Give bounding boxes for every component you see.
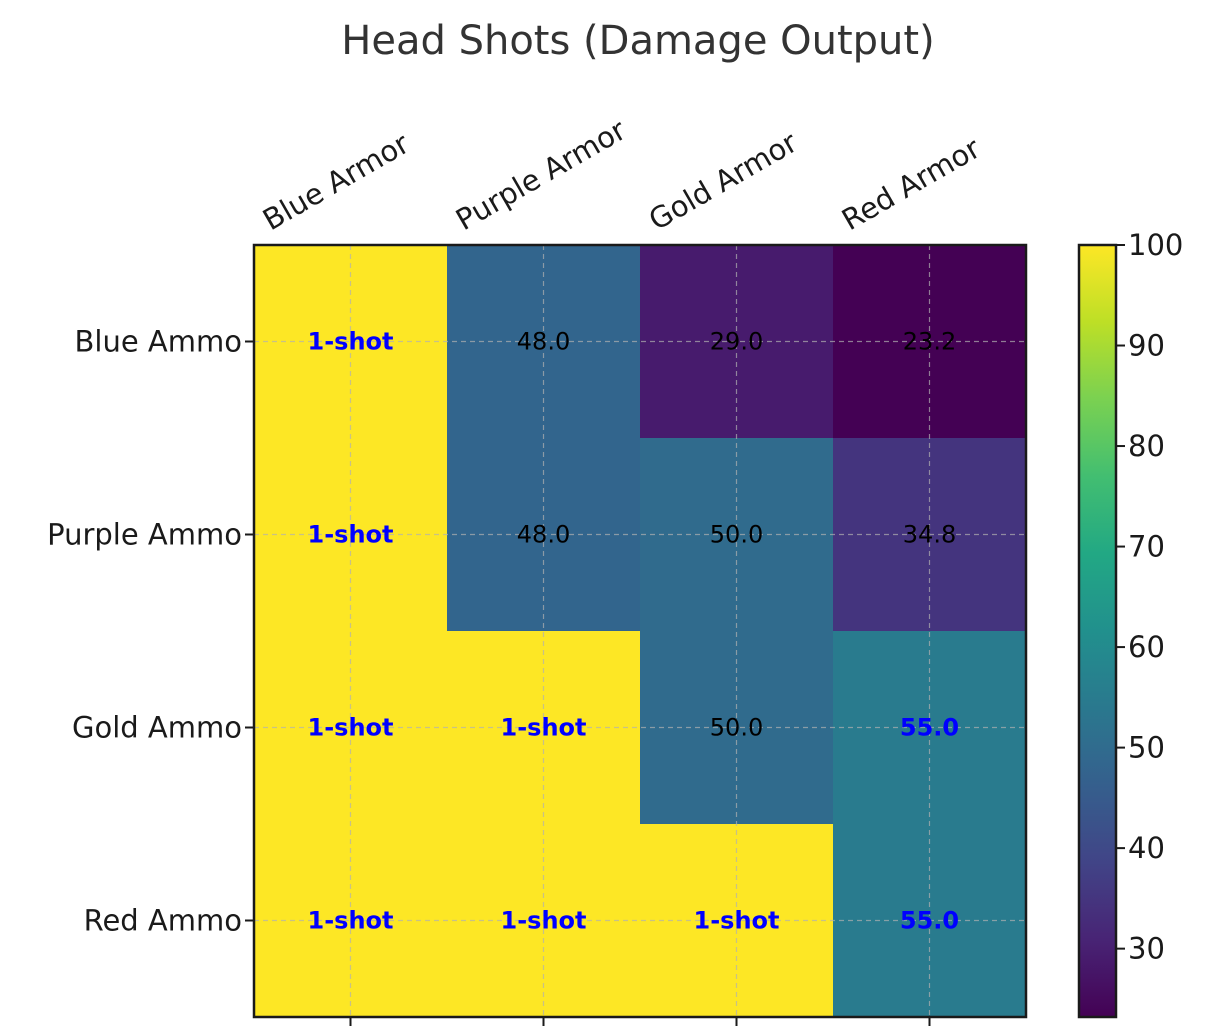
colorbar-tick-label: 30 — [1128, 932, 1165, 966]
cell-label-3-1: 1-shot — [501, 907, 587, 935]
col-label-1: Purple Armor — [450, 113, 632, 237]
colorbar: 30 40 50 60 70 80 90 100 — [1079, 228, 1183, 1017]
cell-label-3-3: 55.0 — [900, 907, 959, 935]
chart-title: Head Shots (Damage Output) — [341, 18, 934, 64]
colorbar-tick-label: 40 — [1128, 831, 1165, 865]
colorbar-tick-label: 50 — [1128, 731, 1165, 765]
cell-label-2-0: 1-shot — [308, 714, 394, 742]
cell-label-1-2: 50.0 — [710, 521, 763, 549]
row-label-0: Blue Ammo — [75, 325, 242, 359]
row-label-3: Red Ammo — [84, 904, 242, 938]
colorbar-tick-label: 60 — [1128, 630, 1165, 664]
colorbar-tick-label: 90 — [1128, 329, 1165, 363]
col-label-2: Gold Armor — [643, 125, 803, 237]
cell-label-1-1: 48.0 — [517, 521, 570, 549]
cell-label-0-1: 48.0 — [517, 328, 570, 356]
cell-label-3-0: 1-shot — [308, 907, 394, 935]
cell-label-0-0: 1-shot — [308, 328, 394, 356]
cell-label-2-2: 50.0 — [710, 714, 763, 742]
colorbar-tick-label: 100 — [1128, 228, 1183, 262]
cell-label-1-0: 1-shot — [308, 521, 394, 549]
colorbar-tick-label: 70 — [1128, 530, 1165, 564]
cell-label-0-2: 29.0 — [710, 328, 763, 356]
col-label-0: Blue Armor — [257, 126, 415, 237]
col-label-3: Red Armor — [836, 131, 986, 237]
colorbar-gradient — [1079, 245, 1116, 1017]
heatmap-cells — [254, 245, 1026, 1017]
row-label-1: Purple Ammo — [47, 518, 242, 552]
cell-label-0-3: 23.2 — [903, 328, 956, 356]
cell-label-1-3: 34.8 — [903, 521, 956, 549]
row-label-2: Gold Ammo — [72, 711, 242, 745]
cell-label-2-3: 55.0 — [900, 714, 959, 742]
cell-label-2-1: 1-shot — [501, 714, 587, 742]
colorbar-tick-label: 80 — [1128, 429, 1165, 463]
cell-label-3-2: 1-shot — [694, 907, 780, 935]
